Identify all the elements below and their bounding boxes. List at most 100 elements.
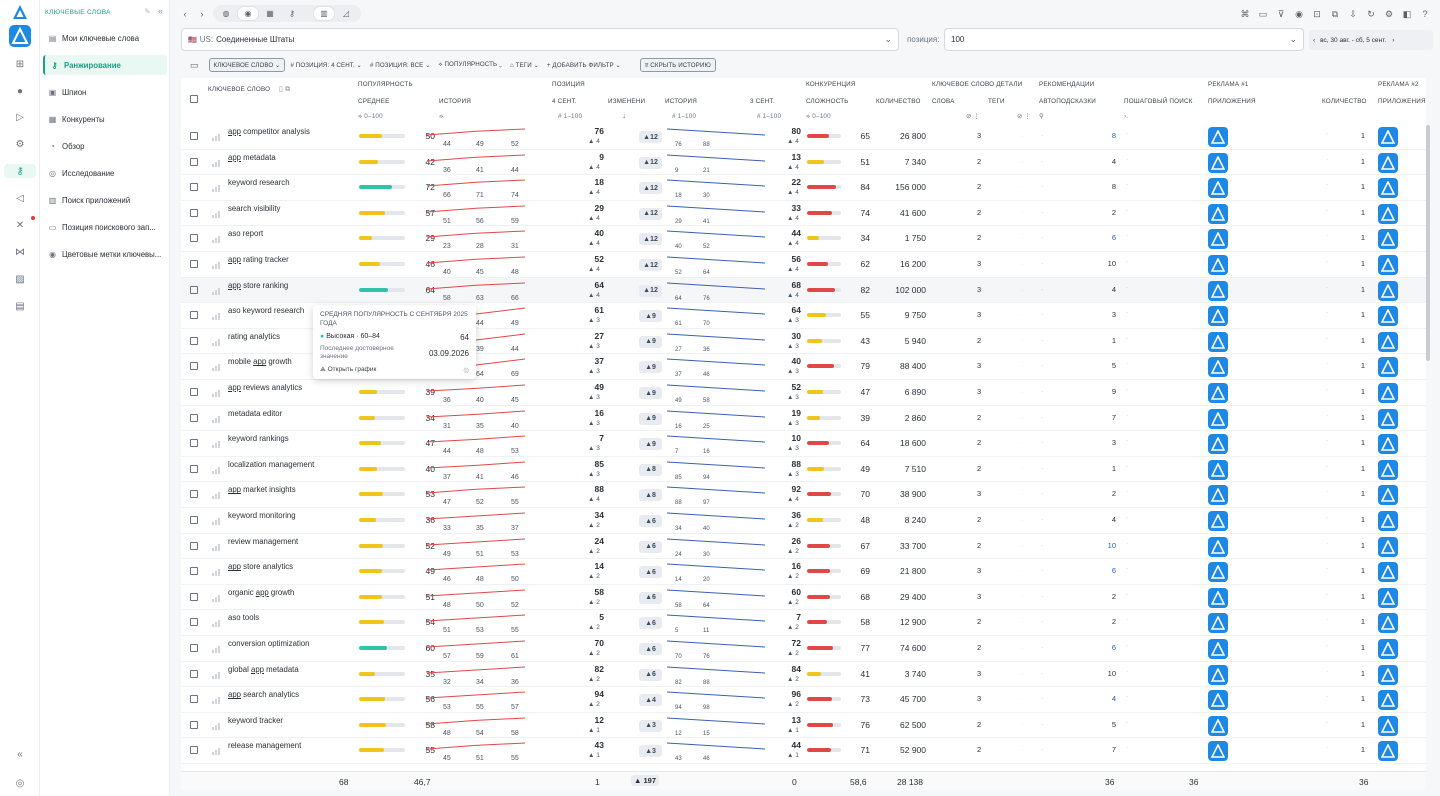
- history-sparkline[interactable]: 88 97: [663, 483, 769, 507]
- app-icon[interactable]: [1378, 613, 1398, 634]
- table-row[interactable]: app rating tracker 46 40 45 48 52 ▲ 4 ▲12 52 64 56…: [181, 252, 1426, 278]
- filter-chip-3[interactable]: # ПОЗИЦИЯ: ВСЕ ⌄: [369, 61, 431, 69]
- history-sparkline[interactable]: 76 88: [663, 125, 769, 149]
- history-sparkline[interactable]: 49 51 53: [423, 535, 529, 559]
- sidebar-item-7[interactable]: ▥ Поиск приложений: [43, 190, 167, 210]
- hierarchy-icon[interactable]: ⌘: [1240, 8, 1250, 19]
- app-icon[interactable]: [1208, 229, 1228, 250]
- history-sparkline[interactable]: 94 98: [663, 688, 769, 712]
- history-sparkline[interactable]: 12 15: [663, 714, 769, 738]
- next-range-icon[interactable]: ›: [1392, 36, 1395, 44]
- autosuggest-value[interactable]: 8: [1111, 131, 1116, 140]
- position-select[interactable]: 100 ⌄: [944, 28, 1304, 51]
- row-checkbox[interactable]: [190, 516, 198, 524]
- col-pos-sep4[interactable]: 4 СЕНТ.: [552, 98, 577, 105]
- app-icon[interactable]: [1208, 306, 1228, 327]
- history-sparkline[interactable]: 58 64: [663, 586, 769, 610]
- calendar-icon[interactable]: ▤: [15, 300, 25, 312]
- settings-icon[interactable]: ⚙: [1384, 8, 1394, 19]
- filter-autosuggest-icon[interactable]: ⚲: [1039, 113, 1044, 120]
- history-sparkline[interactable]: 31 35 40: [423, 407, 529, 431]
- app-icon[interactable]: [1378, 690, 1398, 711]
- app-icon[interactable]: [1378, 408, 1398, 429]
- keyword-text[interactable]: release management: [228, 741, 301, 750]
- col-pos-sep3[interactable]: 3 СЕНТ.: [750, 98, 775, 105]
- history-sparkline[interactable]: 49 58: [663, 381, 769, 405]
- history-sparkline[interactable]: 51 56 59: [423, 202, 529, 226]
- keyword-text[interactable]: metadata editor: [228, 409, 282, 418]
- keyword-text[interactable]: mobile app growth: [228, 357, 292, 366]
- chart-view-icon[interactable]: ◿: [342, 9, 350, 18]
- row-checkbox[interactable]: [190, 567, 198, 576]
- history-sparkline[interactable]: 14 20: [663, 560, 769, 584]
- keywords-key-icon[interactable]: ⚷: [4, 164, 36, 178]
- table-row[interactable]: app store analytics 49 46 48 50 14 ▲ 2 ▲6 14 20 16…: [181, 559, 1426, 585]
- settings-gear-icon[interactable]: ⚙: [15, 138, 25, 150]
- row-checkbox[interactable]: [190, 336, 198, 345]
- apps-grid-icon[interactable]: ⊞: [15, 58, 25, 70]
- app-icon[interactable]: [1378, 536, 1398, 557]
- keyword-text[interactable]: keyword rankings: [228, 434, 289, 443]
- focus-icon[interactable]: ⊡: [1313, 8, 1321, 19]
- app-icon[interactable]: [1208, 357, 1228, 378]
- history-sparkline[interactable]: 40 45 48: [423, 253, 529, 277]
- filter-pos2[interactable]: # 1–100: [757, 113, 782, 120]
- app-icon[interactable]: [1378, 203, 1398, 224]
- app-icon[interactable]: [1378, 331, 1398, 352]
- app-icon[interactable]: [1208, 255, 1228, 275]
- history-sparkline[interactable]: 16 25: [663, 407, 769, 431]
- app-icon[interactable]: [1208, 613, 1228, 634]
- app-icon[interactable]: [1378, 280, 1398, 301]
- row-checkbox[interactable]: [190, 618, 198, 627]
- keyword-text[interactable]: review management: [228, 537, 298, 546]
- prev-range-icon[interactable]: ‹: [1313, 36, 1316, 44]
- history-sparkline[interactable]: 45 51 55: [423, 739, 529, 763]
- autosuggest-value[interactable]: 10: [1107, 540, 1116, 550]
- row-checkbox[interactable]: [190, 234, 198, 243]
- app-icon[interactable]: [1208, 511, 1228, 531]
- col-change[interactable]: ИЗМЕНЕНИ: [608, 98, 646, 105]
- col-stepsearch[interactable]: ПОШАГОВЫЙ ПОИСК: [1124, 98, 1193, 105]
- table-row[interactable]: app reviews analytics 39 36 40 45 49 ▲ 3 ▲9 49 58…: [181, 380, 1426, 406]
- keyword-text[interactable]: rating analytics: [228, 332, 280, 341]
- row-checkbox[interactable]: [190, 132, 198, 140]
- row-checkbox[interactable]: [190, 157, 198, 166]
- filter-chip-4[interactable]: ⟡ ПОПУЛЯРНОСТЬ ⌄: [438, 61, 503, 68]
- table-settings-icon[interactable]: ▭: [190, 59, 199, 70]
- filter-hist2[interactable]: # 1–100: [672, 113, 697, 120]
- keyword-text[interactable]: keyword research: [228, 178, 290, 187]
- history-sparkline[interactable]: 47 52 55: [423, 483, 529, 507]
- location-pin-icon[interactable]: ◉: [238, 7, 258, 20]
- reports-chart-icon[interactable]: ▨: [15, 273, 25, 285]
- col-count[interactable]: КОЛИЧЕСТВО: [876, 98, 921, 105]
- app-icon[interactable]: [1208, 331, 1228, 352]
- keyword-text[interactable]: localization management: [228, 460, 314, 469]
- col-autosuggest[interactable]: АВТОПОДСКАЗКИ: [1039, 98, 1096, 105]
- row-checkbox[interactable]: [190, 541, 198, 550]
- keyword-text[interactable]: global app metadata: [228, 665, 299, 674]
- row-checkbox[interactable]: [190, 388, 198, 396]
- sidebar-item-4[interactable]: ▦ Конкуренты: [43, 109, 167, 129]
- app-icon[interactable]: [1208, 485, 1228, 506]
- keyword-text[interactable]: conversion optimization: [228, 639, 309, 648]
- row-checkbox[interactable]: [190, 311, 198, 320]
- filter-chip-2[interactable]: # ПОЗИЦИЯ: 4 СЕНТ. ⌄: [290, 61, 362, 69]
- app-icon[interactable]: [1208, 408, 1228, 429]
- filter-tags-icon[interactable]: ⊘ ⋮: [1017, 113, 1031, 120]
- history-sparkline[interactable]: 66 71 74: [423, 176, 529, 200]
- filter-hist-icon[interactable]: ⟡: [439, 113, 444, 120]
- keyword-text[interactable]: aso report: [228, 229, 263, 238]
- keyword-text[interactable]: organic app growth: [228, 588, 294, 597]
- history-sparkline[interactable]: 52 64: [663, 253, 769, 277]
- refresh-icon[interactable]: ↻: [1367, 8, 1375, 19]
- keyword-text[interactable]: app rating tracker: [228, 255, 289, 264]
- app-icon[interactable]: [1378, 511, 1398, 531]
- history-sparkline[interactable]: 27 36: [663, 330, 769, 354]
- copy-icon[interactable]: ⧉: [1331, 8, 1339, 19]
- app-icon[interactable]: [1208, 203, 1228, 224]
- sidebar-item-1[interactable]: ▤ Мои ключевые слова: [43, 28, 167, 48]
- keyword-text[interactable]: app competitor analysis: [228, 127, 310, 136]
- table-row[interactable]: release management 55 45 51 55 43 ▲ 1 ▲3 43 46 44 ▲…: [181, 738, 1426, 764]
- app-icon[interactable]: [1378, 255, 1398, 275]
- autosuggest-value[interactable]: 6: [1111, 566, 1116, 576]
